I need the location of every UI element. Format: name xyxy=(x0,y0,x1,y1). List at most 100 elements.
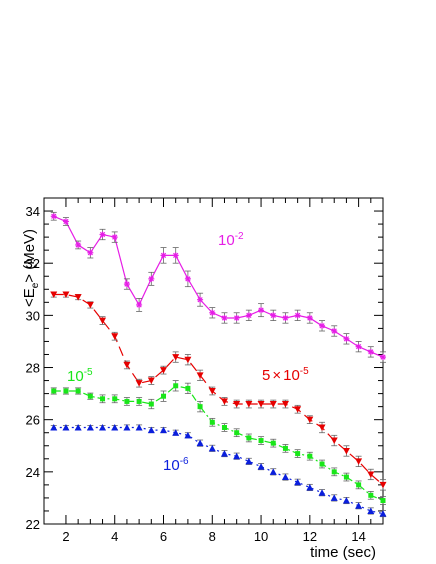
x-tick-label: 2 xyxy=(62,529,69,544)
y-tick-label: 32 xyxy=(26,256,40,271)
x-tick-label: 10 xyxy=(254,529,268,544)
data-point xyxy=(221,425,227,431)
data-point xyxy=(111,424,119,431)
data-point xyxy=(281,401,289,408)
data-point xyxy=(50,424,58,431)
data-point xyxy=(234,430,240,436)
data-point xyxy=(355,343,362,350)
data-point xyxy=(136,301,143,308)
x-tick-label: 8 xyxy=(209,529,216,544)
data-point xyxy=(123,281,130,288)
data-point xyxy=(306,483,314,491)
data-point xyxy=(147,377,155,385)
data-point xyxy=(172,252,179,259)
data-point xyxy=(208,387,216,395)
x-axis-label: time (sec) xyxy=(310,544,376,561)
series-label-2: 10-5 xyxy=(67,367,93,385)
series-line xyxy=(53,385,384,502)
data-point xyxy=(233,401,241,408)
data-point xyxy=(62,291,70,298)
data-point xyxy=(245,401,253,408)
y-tick-label: 22 xyxy=(26,517,40,532)
data-point xyxy=(319,461,325,467)
data-point xyxy=(148,401,154,407)
data-point xyxy=(307,453,313,459)
data-point xyxy=(367,507,375,514)
data-point xyxy=(197,296,204,303)
series-line xyxy=(53,293,384,486)
data-point xyxy=(380,354,386,361)
data-point xyxy=(258,307,265,314)
x-tick-label: 14 xyxy=(351,529,365,544)
series-line xyxy=(53,426,384,515)
data-point xyxy=(75,241,82,248)
data-point xyxy=(208,444,216,452)
series-1 xyxy=(50,291,387,491)
data-point xyxy=(86,301,94,309)
data-point xyxy=(160,426,168,434)
data-point xyxy=(368,492,374,498)
data-point xyxy=(62,218,69,225)
data-point xyxy=(367,348,374,355)
data-point xyxy=(233,452,241,460)
data-point xyxy=(50,291,58,298)
data-point xyxy=(306,314,313,321)
data-point xyxy=(282,445,288,451)
data-point xyxy=(220,450,228,457)
data-point xyxy=(318,424,326,432)
data-point xyxy=(246,435,252,441)
data-point xyxy=(342,447,350,455)
data-point xyxy=(99,317,107,325)
data-point xyxy=(220,398,228,405)
data-point xyxy=(331,469,337,475)
data-point xyxy=(136,398,142,404)
data-point xyxy=(123,361,131,369)
data-point xyxy=(306,416,314,424)
data-point xyxy=(172,429,180,436)
data-point xyxy=(258,438,264,444)
data-point xyxy=(196,372,204,379)
series-0 xyxy=(50,211,386,363)
data-point xyxy=(209,309,216,316)
data-point xyxy=(355,502,363,509)
data-point xyxy=(51,388,57,394)
data-point xyxy=(74,294,82,301)
data-point xyxy=(221,314,228,321)
data-point xyxy=(184,431,192,439)
x-tick-label: 4 xyxy=(111,529,118,544)
data-point xyxy=(50,213,57,220)
data-point xyxy=(379,510,387,517)
data-point xyxy=(294,406,302,413)
y-tick-label: 24 xyxy=(26,465,40,480)
data-point xyxy=(147,426,155,434)
series-3 xyxy=(50,424,387,518)
data-point xyxy=(355,458,363,465)
data-point xyxy=(257,463,265,470)
data-point xyxy=(269,401,277,408)
data-point xyxy=(160,252,167,259)
series-line xyxy=(53,215,384,358)
data-point xyxy=(173,383,179,389)
data-point xyxy=(86,424,94,431)
data-point xyxy=(135,424,143,431)
data-point xyxy=(111,333,119,340)
data-point xyxy=(245,312,252,319)
data-point xyxy=(295,451,301,457)
data-point xyxy=(184,356,192,364)
data-point xyxy=(343,474,349,480)
data-point xyxy=(294,312,301,319)
data-point xyxy=(74,424,82,431)
x-tick-label: 6 xyxy=(160,529,167,544)
data-point xyxy=(148,275,155,282)
data-point xyxy=(112,396,118,402)
data-point xyxy=(257,401,265,408)
data-point xyxy=(87,393,93,399)
data-point xyxy=(209,419,215,425)
series-label-0: 10-2 xyxy=(218,231,244,249)
data-point xyxy=(196,439,204,447)
y-tick-label: 28 xyxy=(26,361,40,376)
series-label-1: 5 × 10-5 xyxy=(262,366,309,384)
data-point xyxy=(294,478,302,486)
